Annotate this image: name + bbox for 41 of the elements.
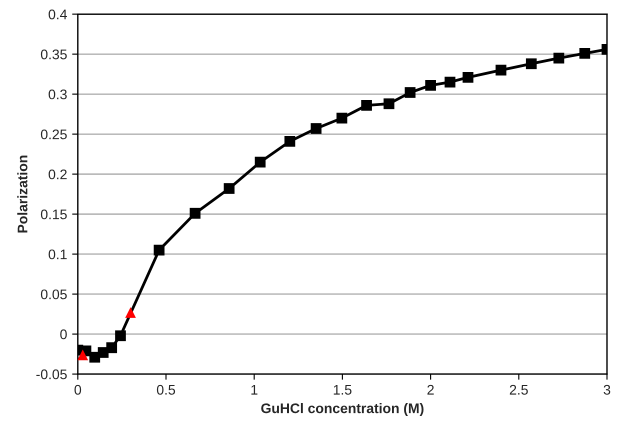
y-tick-label: 0.4 bbox=[48, 9, 67, 20]
y-tick-label: 0.35 bbox=[40, 49, 67, 60]
point bbox=[115, 330, 126, 342]
y-tick-label: 0.25 bbox=[40, 129, 67, 140]
x-tick-label: 1 bbox=[251, 385, 258, 395]
point bbox=[579, 48, 590, 59]
y-tick-label: -0.05 bbox=[36, 369, 67, 380]
point bbox=[254, 156, 266, 168]
x-tick-label: 3 bbox=[604, 384, 610, 395]
point bbox=[310, 123, 322, 134]
y-tick-label: 0.15 bbox=[40, 209, 67, 220]
x-tick-label: 0.5 bbox=[156, 384, 176, 395]
point bbox=[98, 347, 109, 358]
point bbox=[125, 307, 136, 318]
point bbox=[553, 52, 564, 64]
y-tick-label: 0.1 bbox=[48, 249, 67, 260]
point bbox=[444, 76, 456, 88]
point bbox=[224, 183, 235, 194]
y-tick-label: 0.2 bbox=[48, 169, 67, 180]
point bbox=[78, 350, 88, 360]
x-tick-label: 0 bbox=[74, 384, 82, 395]
point bbox=[496, 64, 506, 76]
y-axis-title: Polarization bbox=[17, 156, 28, 233]
x-tick-label: 1.5 bbox=[334, 385, 352, 395]
x-tick-label: 2 bbox=[427, 384, 434, 395]
x-axis-title: GuHCl concentration (M) bbox=[261, 403, 424, 416]
point bbox=[404, 87, 416, 98]
y-tick-label: 0.05 bbox=[40, 289, 67, 300]
y-tick-label: 0.3 bbox=[48, 89, 67, 100]
point bbox=[106, 342, 118, 354]
point bbox=[425, 80, 436, 91]
point bbox=[284, 136, 296, 147]
point bbox=[154, 244, 165, 256]
point bbox=[462, 72, 474, 83]
point bbox=[190, 208, 200, 219]
point bbox=[361, 100, 372, 111]
point bbox=[336, 112, 348, 124]
point bbox=[384, 98, 394, 110]
y-tick-label: 0 bbox=[60, 329, 67, 340]
x-tick-label: 2.5 bbox=[510, 384, 528, 395]
point bbox=[526, 58, 537, 70]
